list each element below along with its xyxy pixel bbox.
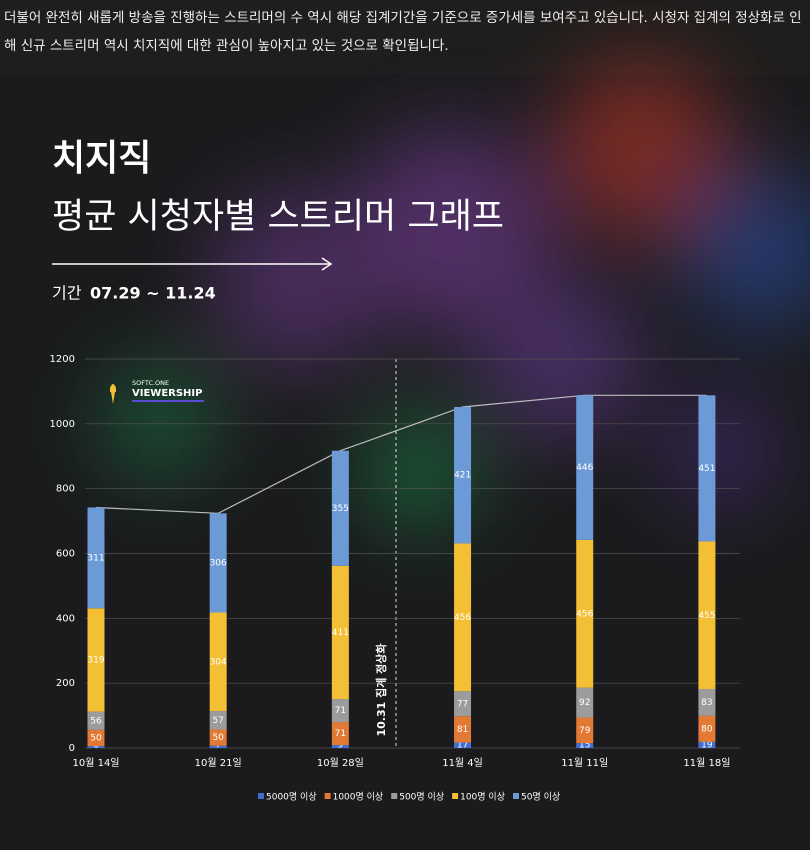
x-tick-label: 11월 11일 — [561, 757, 608, 769]
value-label: 71 — [335, 729, 346, 739]
y-tick-label: 400 — [56, 613, 75, 624]
x-tick-label: 10월 14일 — [72, 757, 119, 769]
bar-segment — [698, 715, 716, 742]
value-label: 80 — [701, 724, 713, 734]
value-label: 77 — [457, 699, 468, 709]
bar-segment — [454, 543, 472, 692]
legend-swatch — [391, 793, 398, 799]
value-label: 50 — [212, 733, 224, 743]
bar-segment — [454, 406, 472, 544]
value-label: 411 — [332, 628, 349, 638]
bar-segment — [331, 565, 349, 700]
y-tick-label: 0 — [69, 743, 75, 754]
value-label: 57 — [212, 716, 223, 726]
legend-label: 1000명 이상 — [333, 792, 384, 803]
value-label: 9 — [337, 741, 343, 751]
y-tick-label: 600 — [56, 549, 75, 560]
value-label: 311 — [87, 553, 104, 563]
value-label: 304 — [210, 657, 227, 667]
legend-label: 100명 이상 — [460, 792, 505, 803]
legend-label: 5000명 이상 — [266, 792, 317, 803]
bar-segment — [209, 513, 227, 613]
value-label: 71 — [335, 706, 346, 716]
value-label: 446 — [576, 463, 593, 473]
legend-swatch — [513, 793, 519, 799]
bar-segment — [87, 507, 105, 609]
value-label: 306 — [210, 558, 227, 568]
value-label: 455 — [698, 611, 715, 621]
bar-segment — [576, 539, 594, 688]
value-label: 56 — [90, 716, 102, 726]
value-label: 319 — [87, 655, 104, 665]
value-label: 421 — [454, 471, 471, 481]
value-label: 355 — [332, 504, 349, 514]
bar-segment — [87, 711, 105, 730]
bar-segment — [576, 717, 594, 744]
bar-segment — [698, 741, 716, 748]
legend-swatch — [258, 793, 264, 799]
y-tick-label: 800 — [56, 484, 75, 495]
logo-top: SOFTC.ONE — [132, 379, 169, 387]
intro-text: 더불어 완전히 새롭게 방송을 진행하는 스트리머의 수 역시 해당 집계기간을… — [4, 10, 802, 54]
bar-segment — [576, 687, 594, 718]
bar-segment — [576, 743, 594, 748]
value-label: 81 — [457, 725, 468, 735]
bar-segment — [209, 745, 227, 748]
legend-label: 50명 이상 — [521, 792, 560, 803]
bar-segment — [698, 689, 716, 716]
bar-segment — [209, 612, 227, 712]
value-label: 451 — [698, 464, 715, 474]
x-tick-label: 11월 4일 — [442, 757, 483, 769]
bar-segment — [87, 746, 105, 748]
annotation: 10.31 집계 정상화 — [374, 643, 388, 736]
bar-segment — [331, 722, 349, 746]
bar-segment — [87, 729, 105, 747]
y-tick-label: 1200 — [50, 354, 75, 365]
legend-swatch — [324, 793, 331, 799]
bar-segment — [454, 716, 472, 743]
bar-segment — [331, 450, 349, 566]
background-blobs — [100, 60, 810, 530]
chart-title: 치지직 — [52, 138, 151, 179]
legend-label: 500명 이상 — [399, 792, 444, 803]
y-tick-label: 200 — [56, 678, 75, 689]
arrow-head — [321, 257, 333, 271]
legend-swatch — [452, 793, 459, 799]
y-tick-label: 1000 — [50, 419, 75, 430]
value-label: 15 — [579, 741, 590, 751]
period-label: 기간 — [52, 284, 82, 303]
bar-segment — [209, 729, 227, 746]
value-label: 456 — [576, 609, 593, 619]
logo-icon — [110, 384, 116, 404]
total-line — [95, 394, 707, 514]
value-label: 17 — [457, 741, 468, 751]
x-tick-label: 11월 18일 — [683, 757, 730, 769]
value-label: 456 — [454, 613, 471, 623]
bar-segment — [698, 395, 716, 542]
value-label: 92 — [579, 698, 590, 708]
value-label: 79 — [579, 726, 591, 736]
bar-segment — [576, 395, 594, 540]
chart-subtitle: 평균 시청자별 스트리머 그래프 — [52, 197, 504, 237]
x-tick-label: 10월 28일 — [317, 757, 364, 769]
bar-segment — [87, 608, 105, 712]
bar-segment — [331, 699, 349, 723]
bar-segment — [331, 745, 349, 748]
value-label: 50 — [90, 733, 102, 743]
period: 07.29 ~ 11.24 — [90, 284, 216, 303]
bar-segment — [454, 742, 472, 748]
bar-segment — [698, 541, 716, 690]
logo-bottom: VIEWERSHIP — [132, 388, 202, 399]
x-tick-label: 10월 21일 — [195, 757, 242, 769]
value-label: 83 — [701, 698, 712, 708]
bar-segment — [209, 711, 227, 730]
value-label: 19 — [701, 740, 713, 750]
bar-segment — [454, 691, 472, 717]
